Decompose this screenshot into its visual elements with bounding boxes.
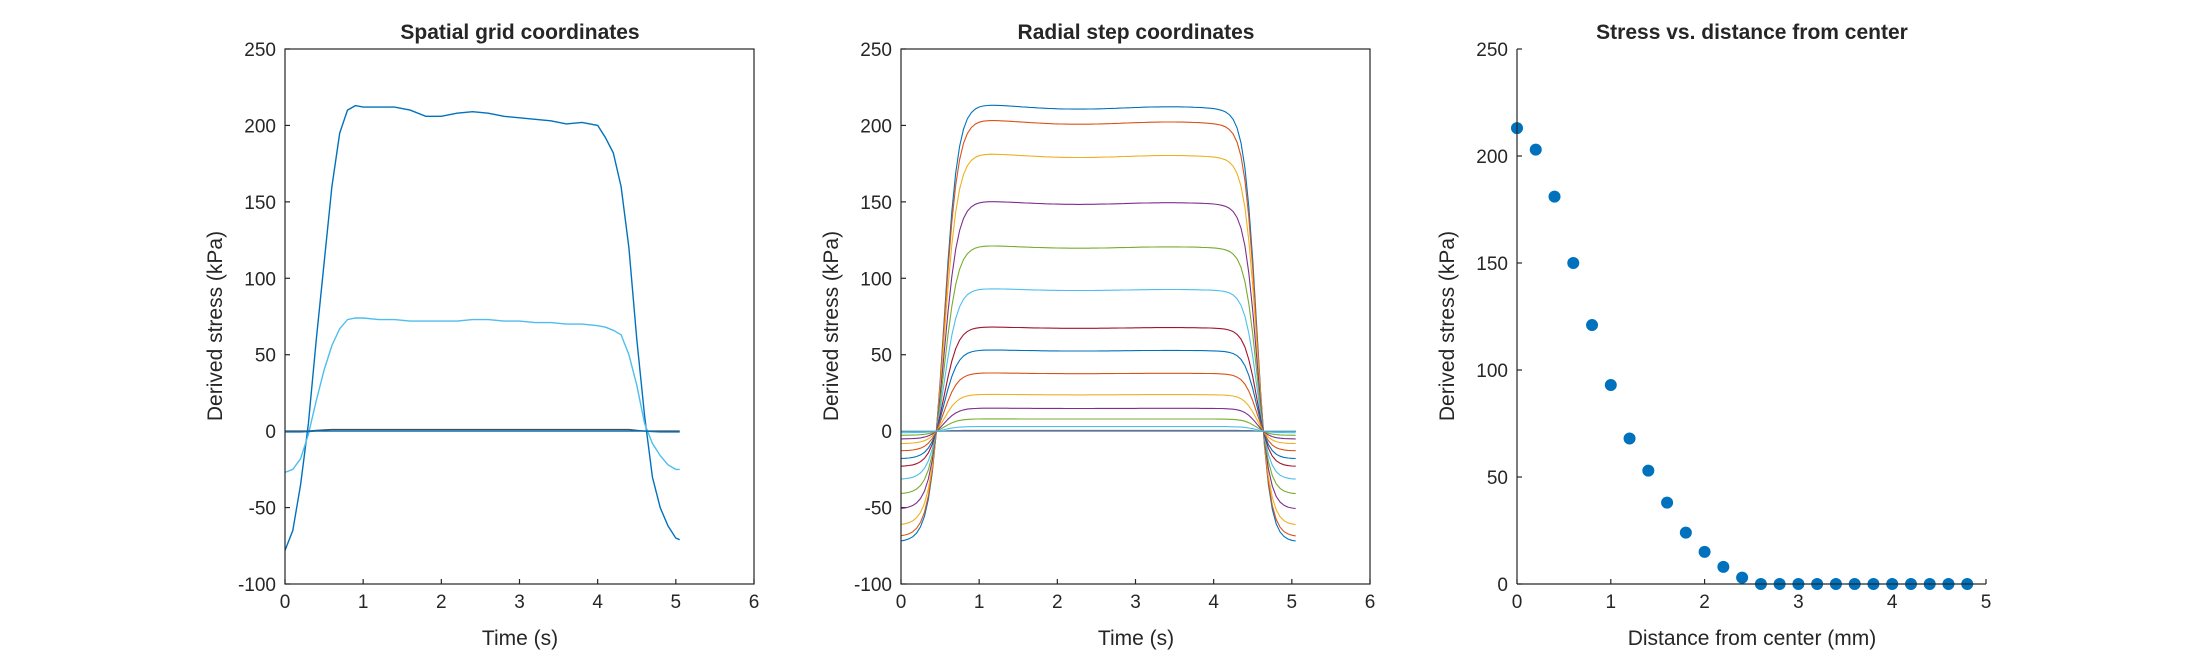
y-tick-label: 250: [860, 40, 892, 61]
spatial-grid-panel: Spatial grid coordinates Time (s) Derive…: [204, 21, 759, 650]
scatter-point: [1736, 571, 1749, 584]
y-tick-label: 150: [860, 193, 892, 214]
x-tick-label: 4: [1208, 592, 1219, 613]
series-line: [284, 104, 680, 551]
y-tick-label: 100: [1476, 361, 1508, 382]
scatter-point: [1661, 496, 1674, 509]
y-tick-label: 50: [871, 346, 892, 367]
y-tick-label: 0: [881, 422, 892, 443]
series-line: [900, 349, 1296, 460]
x-tick-label: 2: [436, 592, 447, 613]
plot-area: [900, 104, 1296, 542]
series-line: [900, 372, 1296, 452]
y-tick-label: -50: [249, 499, 276, 520]
scatter-point: [1548, 190, 1561, 203]
x-tick-label: 4: [592, 592, 603, 613]
scatter-point: [1679, 526, 1692, 539]
series-line: [901, 426, 1296, 434]
series-line: [285, 430, 680, 433]
x-tick-label: 5: [1981, 592, 1992, 613]
x-tick-label: 6: [749, 592, 760, 613]
radial-step-panel: Radial step coordinates Time (s) Derived…: [820, 21, 1375, 650]
series-line: [900, 407, 1296, 440]
y-tick-label: 100: [244, 269, 276, 290]
x-axis-label: Distance from center (mm): [1628, 627, 1877, 650]
x-tick-label: 1: [358, 592, 369, 613]
scatter-point: [1623, 432, 1636, 445]
y-axis-label: Derived stress (kPa): [1436, 231, 1459, 421]
y-tick-label: 150: [244, 193, 276, 214]
axes-box: [900, 48, 1371, 585]
y-tick-label: 100: [860, 269, 892, 290]
y-tick-label: 0: [265, 422, 276, 443]
series-line: [900, 393, 1296, 445]
series-line: [900, 104, 1296, 542]
series-line: [900, 245, 1296, 495]
x-tick-label: 6: [1365, 592, 1376, 613]
y-tick-label: 50: [255, 346, 276, 367]
chart-title: Stress vs. distance from center: [1596, 21, 1908, 44]
y-axis-label: Derived stress (kPa): [820, 231, 843, 421]
scatter-point: [1642, 464, 1655, 477]
scatter-point: [1717, 560, 1730, 573]
x-tick-label: 1: [974, 592, 985, 613]
x-tick-label: 1: [1606, 592, 1617, 613]
x-tick-label: 0: [280, 592, 291, 613]
chart-title: Radial step coordinates: [1018, 21, 1255, 44]
scatter-point: [1698, 545, 1711, 558]
x-tick-label: 3: [1793, 592, 1804, 613]
axes-box: [284, 48, 755, 585]
y-tick-label: 0: [1497, 575, 1508, 596]
scatter-point: [1604, 378, 1617, 391]
x-tick-label: 2: [1699, 592, 1710, 613]
y-axis-label: Derived stress (kPa): [204, 231, 227, 421]
y-tick-label: 50: [1487, 468, 1508, 489]
series-line: [900, 326, 1296, 467]
y-tick-label: -100: [854, 575, 892, 596]
tick-layer: 0 1 2 3 4 5 6 -100 -50 0 50 100 150 200 250: [854, 40, 1375, 613]
series-line: [900, 153, 1296, 526]
scatter-point: [1529, 143, 1542, 156]
x-axis-label: Time (s): [1098, 627, 1174, 650]
x-tick-label: 5: [671, 592, 682, 613]
x-tick-label: 3: [514, 592, 525, 613]
y-tick-label: 200: [1476, 147, 1508, 168]
y-tick-label: 250: [1476, 40, 1508, 61]
series-line: [284, 317, 680, 474]
x-tick-label: 2: [1052, 592, 1063, 613]
series-line: [900, 120, 1296, 537]
x-tick-label: 4: [1887, 592, 1898, 613]
series-line: [901, 429, 1296, 432]
y-tick-label: -50: [865, 499, 892, 520]
y-tick-label: 250: [244, 40, 276, 61]
stress-vs-distance-panel: Stress vs. distance from center Distance…: [1436, 21, 1991, 650]
series-line: [900, 201, 1296, 510]
y-tick-label: -100: [238, 575, 276, 596]
plot-area: [284, 104, 680, 551]
y-tick-label: 150: [1476, 254, 1508, 275]
x-tick-label: 0: [1512, 592, 1523, 613]
series-line: [900, 418, 1296, 436]
x-tick-label: 5: [1287, 592, 1298, 613]
x-axis-label: Time (s): [482, 627, 558, 650]
x-tick-label: 0: [896, 592, 907, 613]
x-tick-label: 3: [1130, 592, 1141, 613]
scatter-point: [1586, 319, 1599, 332]
chart-title: Spatial grid coordinates: [400, 21, 639, 44]
series-line: [900, 288, 1296, 480]
y-tick-label: 200: [860, 116, 892, 137]
scatter-point: [1567, 257, 1580, 269]
y-tick-label: 200: [244, 116, 276, 137]
